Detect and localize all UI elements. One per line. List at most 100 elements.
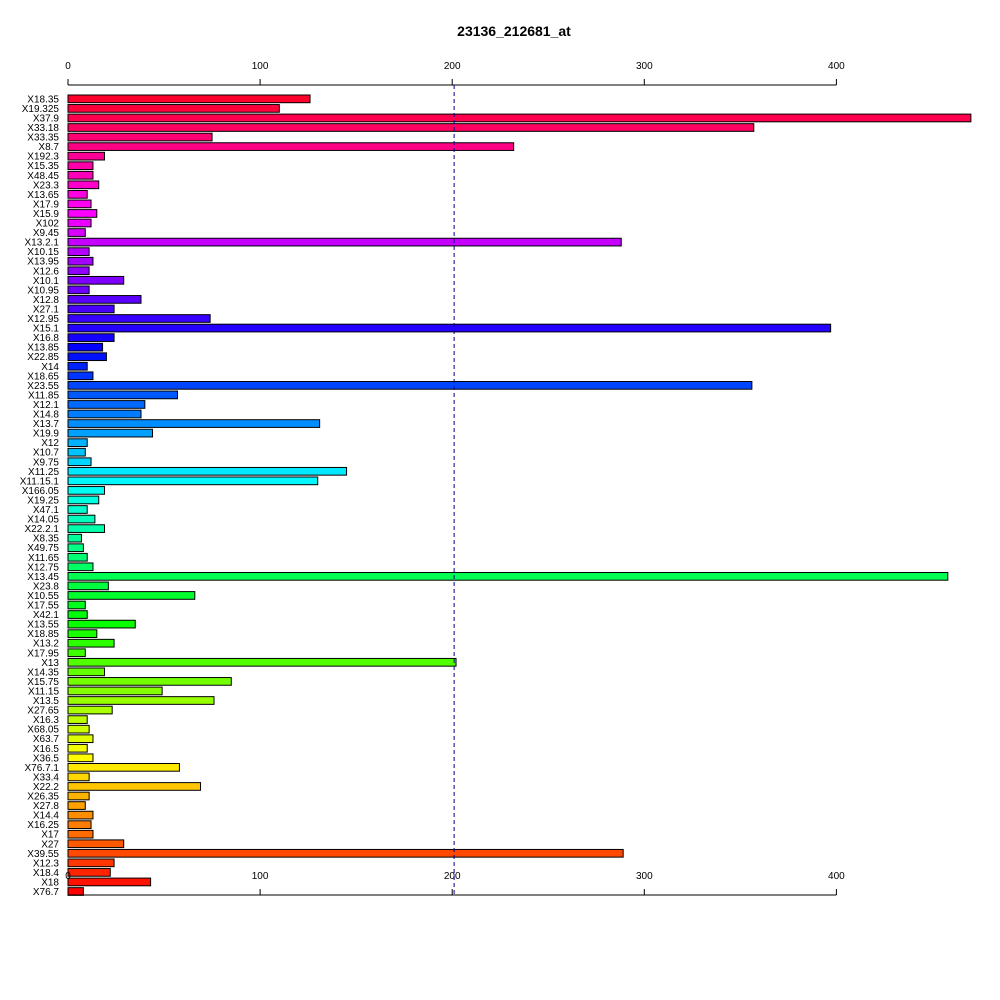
category-label: X19.9 (33, 429, 60, 440)
bar (67, 247, 90, 257)
bar (67, 868, 111, 877)
category-label: X23.3 (33, 180, 60, 191)
bar (67, 753, 94, 763)
bar (67, 887, 84, 896)
bar (67, 228, 86, 237)
category-label: X166.05 (22, 486, 60, 497)
bar (67, 715, 88, 724)
bar (67, 648, 86, 658)
bar (67, 371, 94, 381)
category-label: X13.2 (33, 639, 60, 650)
category-label: X8.35 (33, 534, 60, 545)
category-label: X37.9 (33, 113, 60, 124)
category-label: X14.8 (33, 410, 60, 421)
bar (67, 180, 100, 190)
bar (67, 123, 755, 132)
bar (67, 342, 104, 352)
bar (67, 447, 86, 457)
bar (67, 619, 136, 629)
category-label: X11.15 (28, 686, 59, 697)
bar (67, 610, 88, 619)
category-label: X27 (41, 839, 59, 850)
bar (67, 705, 113, 715)
bar (67, 361, 88, 371)
category-label: X16.5 (33, 744, 60, 755)
bar (67, 400, 146, 409)
category-label: X17.9 (33, 199, 60, 210)
category-label: X12.6 (33, 266, 60, 277)
bar (67, 877, 152, 887)
category-label: X23.8 (33, 581, 60, 592)
category-label: X27.1 (33, 304, 60, 315)
category-label: X14.35 (27, 667, 59, 678)
bar (67, 476, 319, 486)
category-label: X16.3 (33, 715, 60, 726)
bar (67, 94, 311, 104)
bar (67, 629, 98, 638)
category-label: X192.3 (27, 152, 59, 163)
bar (67, 677, 232, 686)
x-tick-label: 200 (444, 61, 461, 72)
bar (67, 486, 105, 495)
category-label: X19.25 (27, 495, 59, 506)
bar (67, 352, 107, 362)
category-label: X102 (36, 219, 60, 230)
category-label: X9.45 (33, 228, 60, 239)
bar (67, 543, 84, 553)
bar (67, 170, 94, 180)
category-label: X48.45 (27, 171, 59, 182)
category-label: X39.55 (27, 849, 59, 860)
category-label: X10.15 (27, 247, 59, 258)
bar (67, 161, 94, 171)
x-tick-label: 0 (65, 61, 71, 72)
category-label: X36.5 (33, 753, 60, 764)
bar (67, 275, 125, 285)
category-label: X33.35 (27, 133, 59, 144)
bar (67, 839, 125, 849)
category-label: X13.7 (33, 419, 60, 430)
bar (67, 791, 90, 801)
category-label: X12.3 (33, 858, 60, 869)
bar (67, 495, 100, 505)
bar (67, 572, 949, 581)
category-label: X12.1 (33, 400, 60, 411)
bar (67, 858, 115, 868)
bar (67, 782, 202, 791)
bar (67, 295, 142, 304)
bar (67, 113, 972, 123)
category-label: X42.1 (33, 610, 60, 621)
bar (67, 810, 94, 820)
bar (67, 151, 105, 161)
category-label: X16.8 (33, 333, 60, 344)
category-label: X18.4 (33, 868, 60, 879)
category-label: X15.75 (27, 677, 59, 688)
plot-area: X18.35X19.325X37.9X33.18X33.35X8.7X192.3… (20, 61, 972, 898)
bar (67, 256, 94, 266)
category-label: X13.45 (27, 572, 59, 583)
category-label: X49.75 (27, 543, 59, 554)
bar (67, 562, 94, 572)
category-label: X13.95 (27, 257, 59, 268)
category-label: X11.15.1 (20, 476, 60, 487)
bar (67, 743, 88, 753)
x-tick-label: 100 (252, 61, 269, 72)
category-label: X13.2.1 (25, 238, 60, 249)
category-label: X10.95 (27, 285, 59, 296)
bar (67, 218, 92, 228)
category-label: X8.7 (38, 142, 59, 153)
category-label: X14.05 (27, 515, 59, 526)
bar (67, 552, 88, 562)
bar (67, 734, 94, 744)
category-label: X15.9 (33, 209, 60, 220)
category-label: X14.4 (33, 811, 60, 822)
bar (67, 696, 215, 705)
bar (67, 304, 115, 314)
category-label: X27.8 (33, 801, 60, 812)
bar (67, 600, 86, 610)
category-label: X9.75 (33, 457, 60, 468)
category-label: X63.7 (33, 734, 60, 745)
x-tick-label: 300 (636, 871, 653, 882)
bar (67, 237, 622, 247)
category-label: X10.7 (33, 448, 60, 459)
chart-title: 23136_212681_at (457, 23, 571, 39)
